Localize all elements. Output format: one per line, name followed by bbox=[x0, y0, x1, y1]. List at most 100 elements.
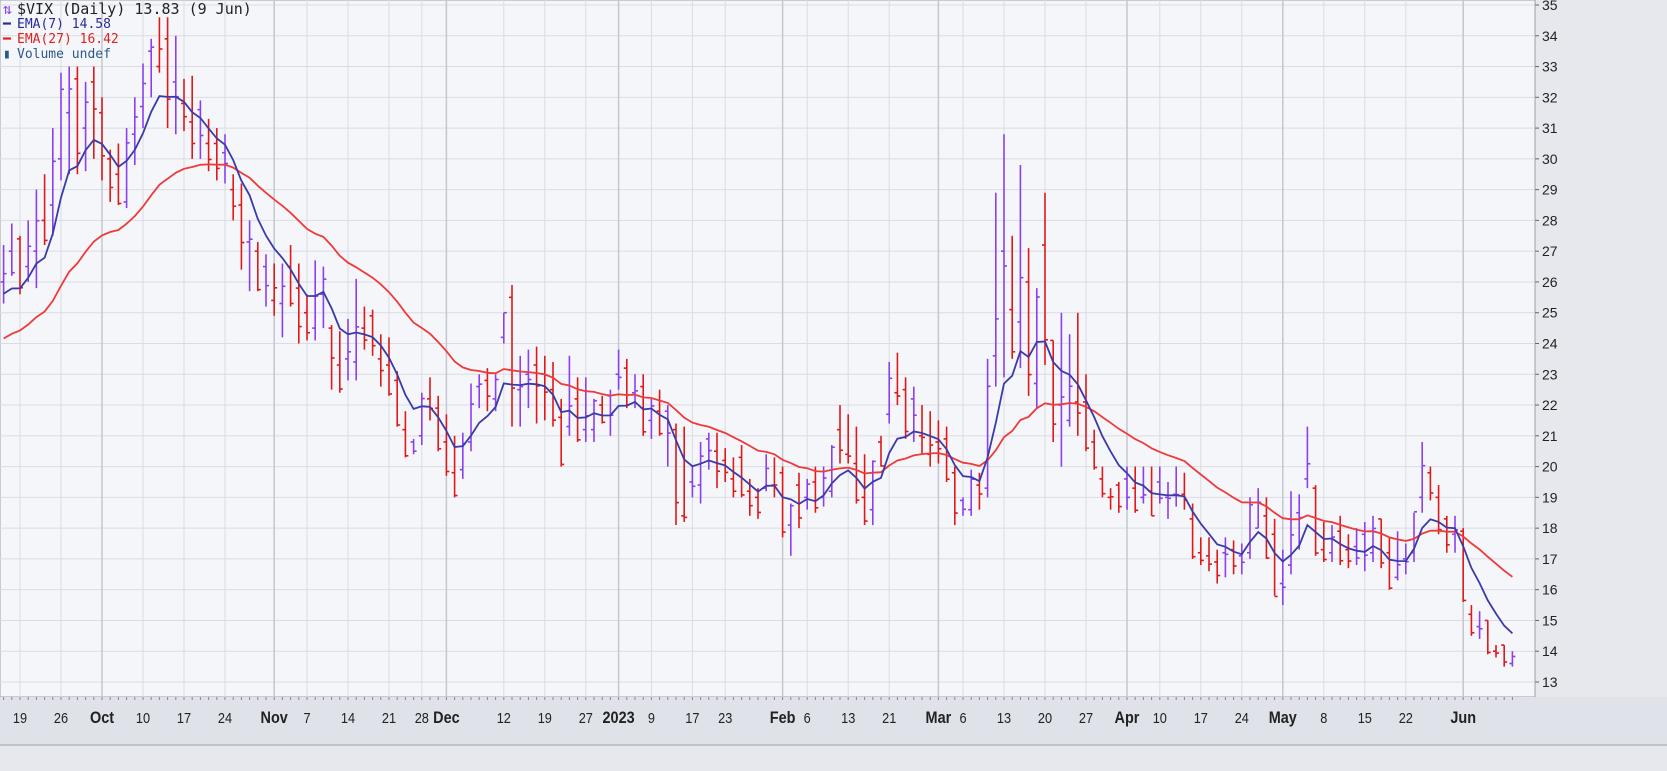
legend-title-row: ⇅ $VIX (Daily) 13.83 (9 Jun) bbox=[3, 2, 252, 17]
y-tick-label: 19 bbox=[1542, 489, 1558, 505]
ohlc-bar bbox=[238, 183, 245, 270]
ohlc-bar bbox=[484, 368, 491, 412]
ohlc-bar bbox=[1197, 537, 1204, 566]
ohlc-bar bbox=[1115, 481, 1122, 513]
ohlc-bar bbox=[1263, 497, 1270, 559]
ohlc-bar bbox=[164, 17, 171, 129]
y-tick-label: 23 bbox=[1542, 366, 1558, 382]
ohlc-bar bbox=[33, 189, 40, 289]
ohlc-bar bbox=[517, 355, 524, 427]
ohlc-bar bbox=[336, 331, 343, 393]
ohlc-bar bbox=[599, 395, 606, 424]
ohlc-bar bbox=[1476, 611, 1483, 639]
x-tick-label: Nov bbox=[261, 709, 288, 727]
ohlc-bar bbox=[566, 355, 573, 436]
ohlc-bar bbox=[1370, 515, 1376, 562]
x-tick-label: 19 bbox=[13, 709, 27, 726]
ohlc-bar bbox=[295, 263, 302, 344]
x-tick-label: 21 bbox=[382, 709, 396, 726]
x-tick-label: 14 bbox=[341, 709, 355, 726]
ohlc-bar bbox=[869, 460, 876, 526]
y-tick-label: 17 bbox=[1542, 551, 1558, 567]
ohlc-bar bbox=[853, 426, 860, 504]
ohlc-bar bbox=[222, 134, 228, 184]
legend-title: $VIX (Daily) 13.83 (9 Jun) bbox=[17, 0, 252, 18]
y-tick-label: 32 bbox=[1542, 89, 1558, 105]
ohlc-bar bbox=[131, 97, 138, 166]
ohlc-bar bbox=[697, 441, 704, 504]
y-tick-label: 24 bbox=[1542, 336, 1558, 352]
ohlc-bar bbox=[1009, 235, 1016, 359]
legend-ema7: EMA(7) 14.58 bbox=[17, 17, 111, 32]
x-tick-label: 15 bbox=[1358, 709, 1372, 726]
x-tick-label: 10 bbox=[1153, 709, 1167, 726]
y-tick-label: 31 bbox=[1542, 120, 1558, 136]
ohlc-bar bbox=[992, 192, 999, 387]
ohlc-bar bbox=[328, 325, 335, 390]
ohlc-bar bbox=[377, 334, 384, 387]
ohlc-bar bbox=[435, 395, 442, 452]
ohlc-bar bbox=[910, 386, 917, 442]
ohlc-bar bbox=[960, 497, 966, 516]
ohlc-bar bbox=[41, 174, 48, 246]
ohlc-bar bbox=[1083, 374, 1089, 452]
y-tick-label: 26 bbox=[1542, 274, 1558, 290]
ohlc-bar bbox=[1427, 466, 1434, 501]
ohlc-bar bbox=[902, 377, 909, 439]
x-tick-label: Oct bbox=[90, 709, 115, 727]
ohlc-bar bbox=[25, 220, 32, 282]
legend: ⇅ $VIX (Daily) 13.83 (9 Jun) ━ EMA(7) 14.5… bbox=[3, 2, 252, 63]
y-tick-label: 35 bbox=[1542, 0, 1558, 13]
ohlc-bar bbox=[156, 17, 163, 73]
ohlc-bar bbox=[1509, 651, 1516, 667]
ohlc-bar bbox=[1025, 248, 1032, 396]
x-tick-label: 24 bbox=[218, 709, 232, 726]
ohlc-bar bbox=[1468, 605, 1475, 636]
ohlc-bar bbox=[714, 432, 720, 489]
ohlc-bar bbox=[525, 349, 532, 409]
ohlc-bar bbox=[1099, 466, 1106, 498]
ohlc-bar bbox=[1345, 534, 1352, 569]
x-tick-label: 19 bbox=[538, 709, 552, 726]
ohlc-bar bbox=[418, 392, 425, 446]
ohlc-bar bbox=[320, 266, 327, 329]
ohlc-bar bbox=[279, 263, 286, 338]
ohlc-bar bbox=[664, 405, 671, 467]
ohlc-bar bbox=[197, 100, 204, 159]
ohlc-bar bbox=[951, 466, 958, 526]
x-tick-label: 27 bbox=[579, 709, 593, 726]
ohlc-bar bbox=[755, 488, 761, 519]
x-tick-label: 27 bbox=[1079, 709, 1093, 726]
ohlc-bar bbox=[845, 414, 852, 464]
line-swatch-icon: ━ bbox=[3, 32, 11, 47]
ohlc-bar bbox=[1435, 485, 1442, 535]
x-tick-label: 21 bbox=[882, 709, 896, 726]
x-tick-label: 17 bbox=[1194, 709, 1208, 726]
ohlc-bar bbox=[246, 220, 253, 292]
ohlc-bar bbox=[1378, 518, 1385, 569]
x-tick-label: 28 bbox=[415, 709, 429, 726]
ohlc-bar bbox=[615, 349, 622, 390]
ohlc-bar bbox=[812, 466, 819, 513]
ohlc-bar bbox=[1017, 165, 1024, 369]
ohlc-bar bbox=[1304, 426, 1311, 489]
ohlc-bar bbox=[443, 414, 450, 476]
legend-ema7-row: ━ EMA(7) 14.58 bbox=[3, 17, 252, 32]
ohlc-bar bbox=[1042, 192, 1048, 366]
ohlc-bar bbox=[1279, 549, 1286, 606]
y-tick-label: 13 bbox=[1542, 674, 1558, 690]
x-tick-label: 20 bbox=[1038, 709, 1052, 726]
x-tick-label: Mar bbox=[926, 709, 952, 727]
ohlc-bar bbox=[828, 445, 835, 498]
y-tick-label: 16 bbox=[1542, 582, 1558, 598]
ohlc-bar bbox=[1361, 521, 1368, 572]
x-tick-label: May bbox=[1269, 709, 1297, 727]
ohlc-bar bbox=[386, 337, 392, 396]
ohlc-bar bbox=[1214, 549, 1221, 584]
y-tick-label: 27 bbox=[1542, 243, 1558, 259]
ohlc-bar bbox=[402, 411, 409, 458]
y-tick-label: 33 bbox=[1542, 59, 1558, 75]
ohlc-bar bbox=[1443, 515, 1450, 553]
